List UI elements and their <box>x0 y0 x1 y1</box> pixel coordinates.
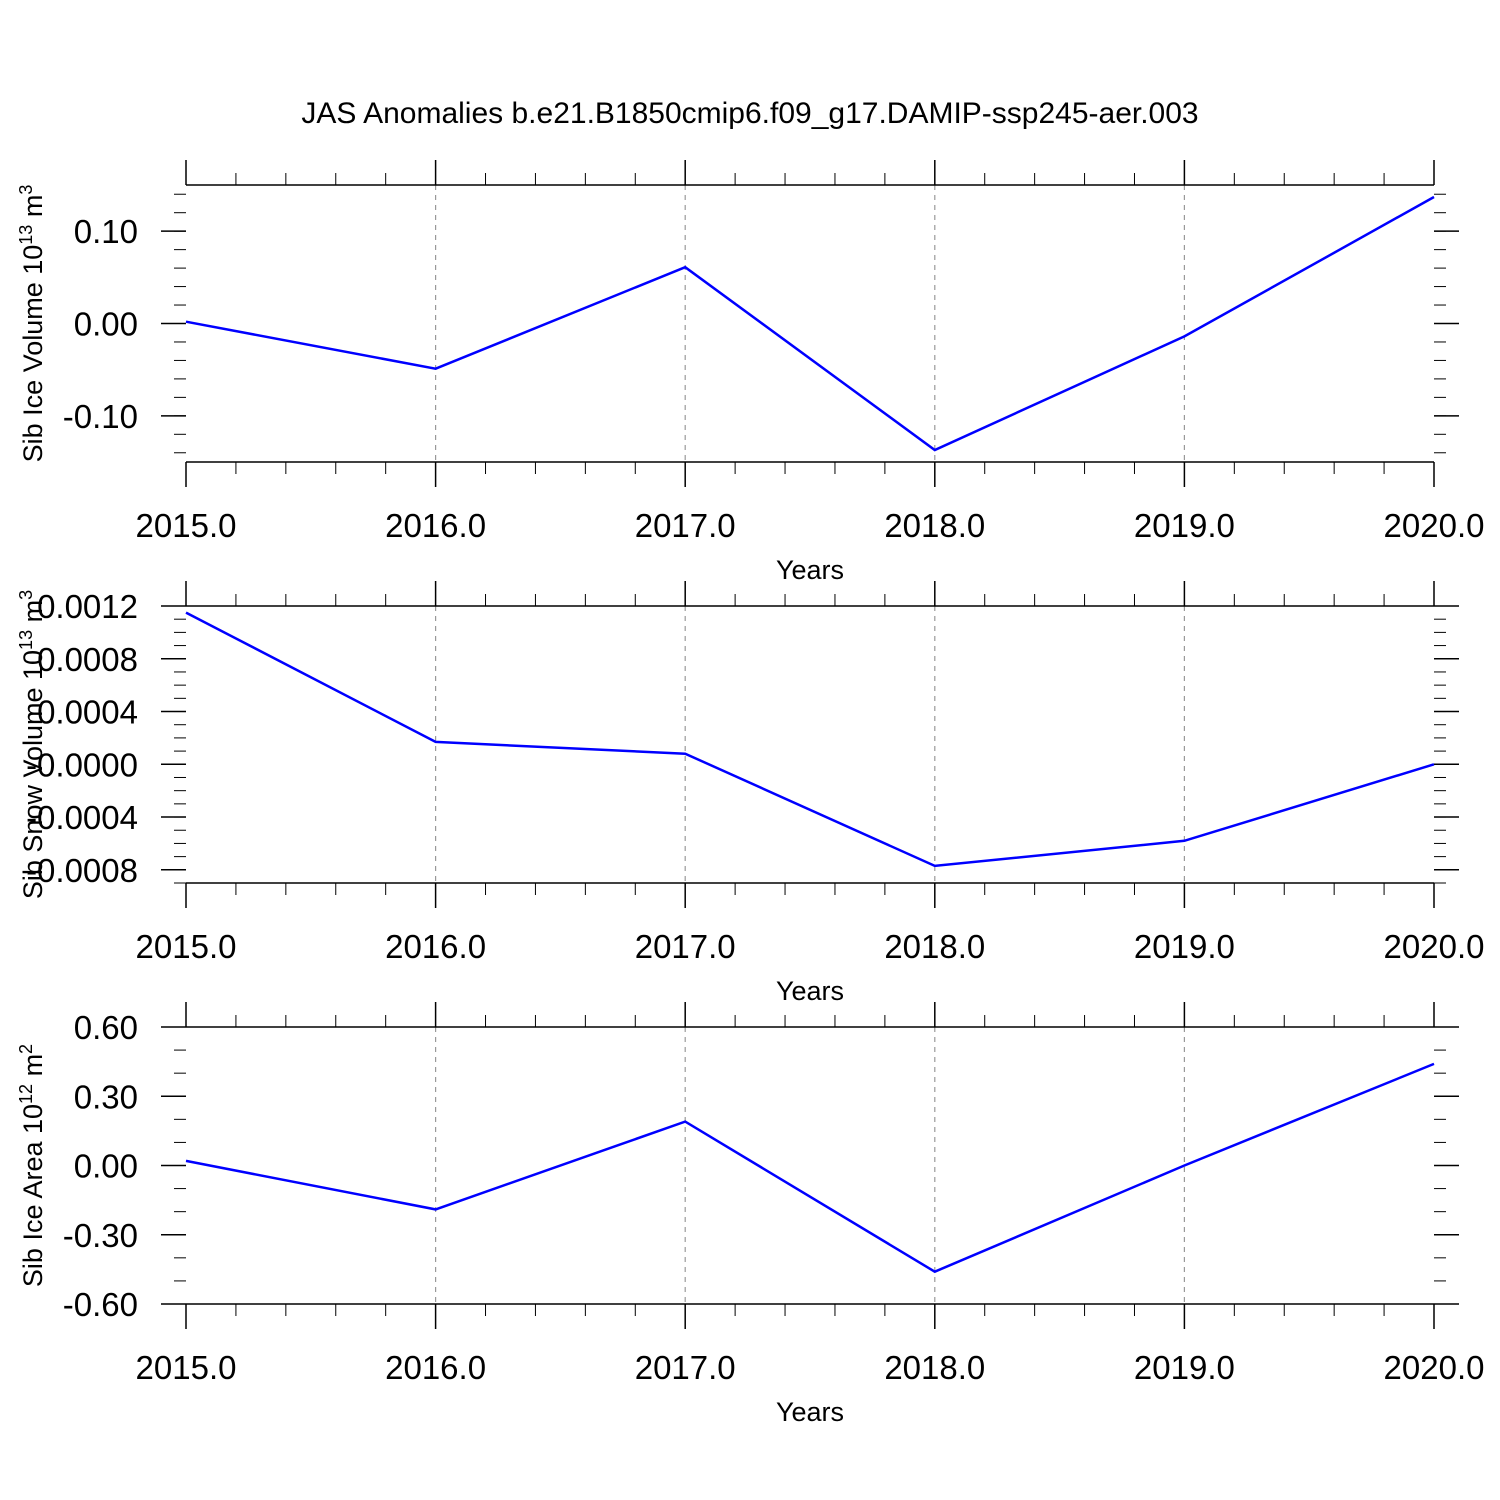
series-line <box>185 195 1435 452</box>
y-tick-label: -0.0000 <box>26 746 138 783</box>
y-axis-label: Sib Snow Volume 1013 m3 <box>16 590 48 899</box>
y-tick-label: -0.0008 <box>26 852 138 889</box>
x-tick-label: 2019.0 <box>1134 507 1235 544</box>
series-line <box>185 611 1435 868</box>
x-axis-label: Years <box>776 976 844 1006</box>
y-tick-label: -0.30 <box>63 1217 138 1254</box>
x-tick-label: 2017.0 <box>635 507 736 544</box>
x-axis-label: Years <box>776 555 844 585</box>
x-tick-label: 2020.0 <box>1384 1349 1485 1386</box>
x-tick-label: 2018.0 <box>884 928 985 965</box>
y-tick-label: 0.0012 <box>37 588 138 625</box>
chart-title: JAS Anomalies b.e21.B1850cmip6.f09_g17.D… <box>301 97 1198 130</box>
y-tick-label: 0.0008 <box>37 641 138 678</box>
y-tick-label: 0.30 <box>74 1078 138 1115</box>
x-tick-label: 2020.0 <box>1384 928 1485 965</box>
x-tick-label: 2018.0 <box>884 507 985 544</box>
x-tick-label: 2016.0 <box>385 1349 486 1386</box>
series-line <box>185 1062 1435 1274</box>
x-tick-label: 2015.0 <box>136 928 237 965</box>
x-tick-label: 2015.0 <box>136 507 237 544</box>
x-tick-label: 2016.0 <box>385 507 486 544</box>
x-tick-label: 2019.0 <box>1134 1349 1235 1386</box>
panel-3: 2015.0 2016.0 2017.0 2018.0 2019.0 2020.0 0.60… <box>16 1002 1484 1427</box>
x-tick-label: 2018.0 <box>884 1349 985 1386</box>
y-axis-label: Sib Ice Volume 1013 m3 <box>16 185 48 463</box>
x-tick-label: 2017.0 <box>635 928 736 965</box>
y-tick-label: 0.0004 <box>37 694 138 731</box>
x-tick-label: 2019.0 <box>1134 928 1235 965</box>
x-tick-label: 2015.0 <box>136 1349 237 1386</box>
x-tick-label: 2017.0 <box>635 1349 736 1386</box>
y-tick-label: 0.00 <box>74 306 138 343</box>
y-tick-label: 0.00 <box>74 1148 138 1185</box>
y-tick-label: 0.10 <box>74 213 138 250</box>
x-tick-label: 2020.0 <box>1384 507 1485 544</box>
y-tick-label: -0.60 <box>63 1286 138 1323</box>
y-tick-label: 0.60 <box>74 1009 138 1046</box>
y-tick-label: -0.0004 <box>26 799 138 836</box>
x-tick-label: 2016.0 <box>385 928 486 965</box>
panel-1: 2015.0 2016.0 2017.0 2018.0 2019.0 2020.0 0.10… <box>16 160 1484 585</box>
y-tick-label: -0.10 <box>63 398 138 435</box>
panel-2: 2015.0 2016.0 2017.0 2018.0 2019.0 2020.0 0.00… <box>16 581 1484 1006</box>
x-axis-label: Years <box>776 1397 844 1427</box>
y-axis-label: Sib Ice Area 1012 m2 <box>16 1044 48 1287</box>
